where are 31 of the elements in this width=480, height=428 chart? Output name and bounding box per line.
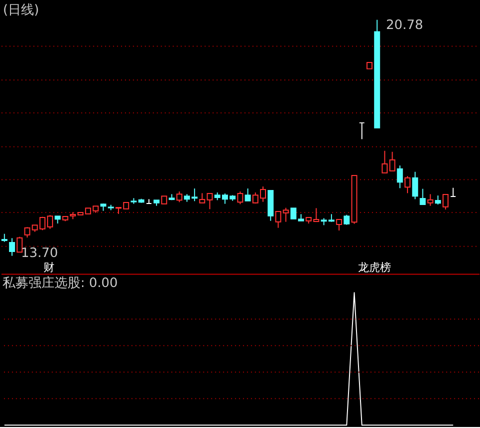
candlestick (450, 187, 456, 197)
candlestick (199, 192, 206, 204)
candlestick (412, 171, 418, 200)
candlestick (176, 190, 182, 203)
candlestick (382, 150, 388, 174)
candlestick (358, 122, 365, 140)
candlestick (282, 207, 289, 222)
text: 财 (43, 260, 54, 274)
candlestick (9, 238, 16, 256)
candlestick (427, 194, 434, 206)
candlestick (396, 164, 403, 189)
text: 龙虎榜 (358, 260, 391, 274)
candlestick (244, 188, 251, 202)
candlestick (237, 190, 244, 205)
candlestick (344, 214, 350, 226)
candlestick (404, 176, 410, 194)
annotation: 20.78 (386, 18, 424, 33)
candlestick (336, 218, 342, 231)
candlestick (206, 192, 213, 210)
candlestick (442, 194, 449, 210)
annotation: 13.70 (20, 246, 58, 261)
candlestick (420, 188, 426, 205)
chart-title: 私募强庄选股: 0.00 (2, 276, 118, 292)
candlestick (16, 236, 23, 253)
candlestick (389, 151, 396, 172)
candlestick (313, 208, 320, 222)
chart-title: (日线) (2, 2, 40, 18)
candlestick (434, 194, 441, 205)
candlestick (24, 226, 30, 238)
candlestick (146, 198, 152, 204)
candlestick (275, 210, 282, 228)
